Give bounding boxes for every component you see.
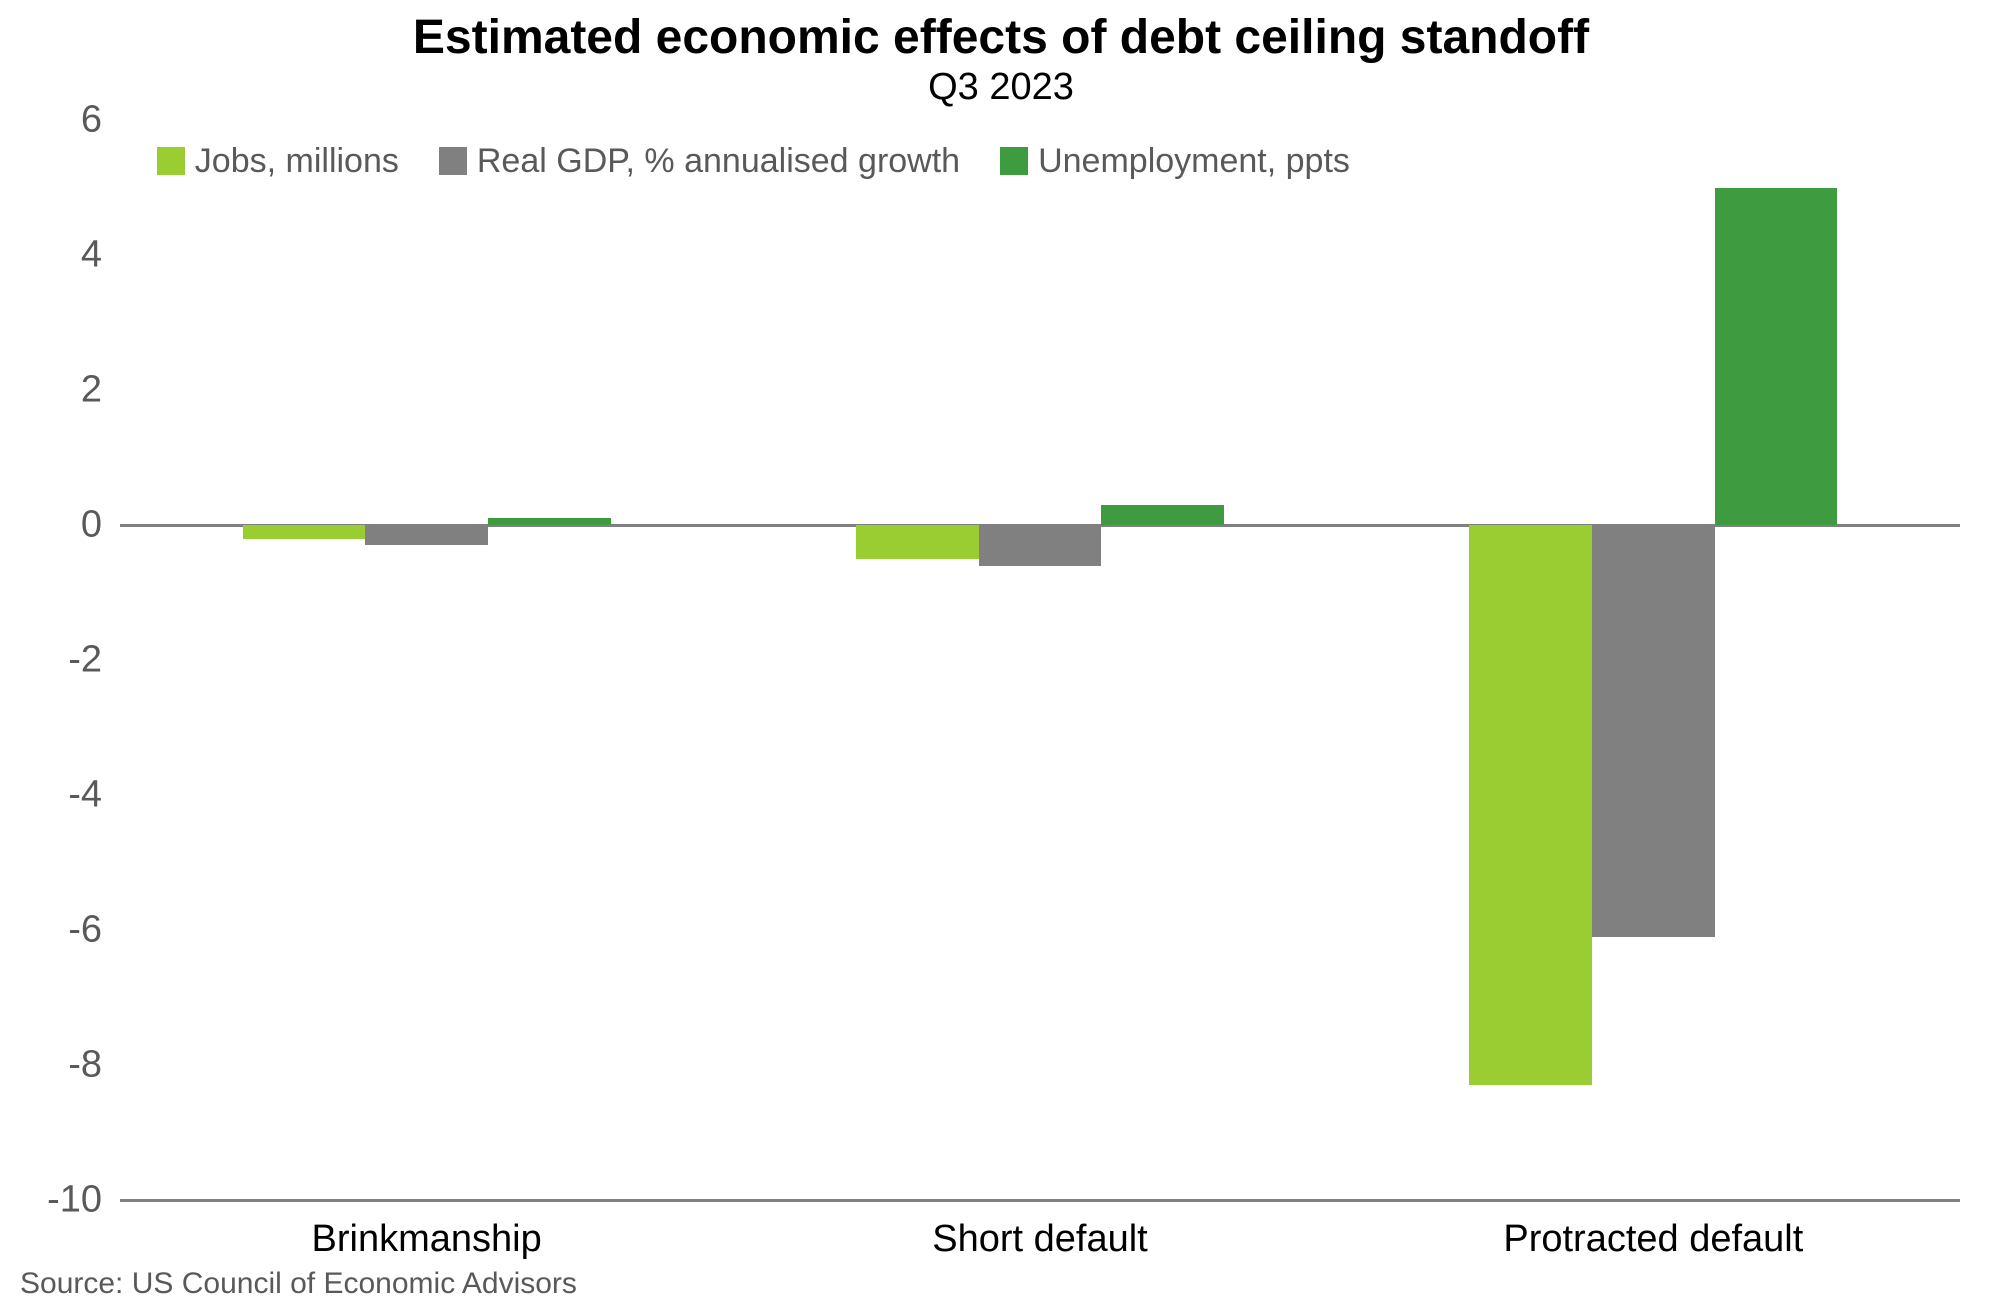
bar: [1715, 188, 1838, 526]
chart-container: Estimated economic effects of debt ceili…: [0, 0, 2002, 1309]
bar: [1469, 525, 1592, 1085]
category-label: Short default: [932, 1218, 1147, 1261]
y-tick-label: 2: [81, 369, 120, 412]
legend-label: Unemployment, ppts: [1038, 142, 1350, 181]
y-tick-label: -8: [68, 1044, 120, 1087]
bar: [488, 518, 611, 525]
y-tick-label: 6: [81, 99, 120, 142]
bar: [979, 525, 1102, 566]
legend-label: Real GDP, % annualised growth: [477, 142, 960, 181]
bar: [1101, 505, 1224, 525]
bar: [856, 525, 979, 559]
y-tick-label: -2: [68, 639, 120, 682]
chart-title: Estimated economic effects of debt ceili…: [0, 10, 2002, 65]
category-label: Protracted default: [1503, 1218, 1803, 1261]
category-label: Brinkmanship: [312, 1218, 542, 1261]
y-tick-label: -6: [68, 909, 120, 952]
legend: Jobs, millions Real GDP, % annualised gro…: [157, 142, 1350, 181]
bar: [365, 525, 488, 545]
y-tick-label: 0: [81, 504, 120, 547]
y-tick-label: -10: [47, 1179, 120, 1222]
source-text: Source: US Council of Economic Advisors: [20, 1267, 577, 1301]
y-tick-label: 4: [81, 234, 120, 277]
legend-swatch: [439, 147, 467, 175]
chart-subtitle: Q3 2023: [0, 66, 2002, 109]
legend-label: Jobs, millions: [195, 142, 399, 181]
bar: [243, 525, 366, 539]
plot-area: 6420-2-4-6-8-10BrinkmanshipShort default…: [120, 120, 1960, 1200]
legend-swatch: [157, 147, 185, 175]
legend-item: Unemployment, ppts: [1000, 142, 1350, 181]
y-tick-label: -4: [68, 774, 120, 817]
x-axis-line: [120, 1199, 1960, 1202]
legend-item: Real GDP, % annualised growth: [439, 142, 960, 181]
bar: [1592, 525, 1715, 937]
legend-swatch: [1000, 147, 1028, 175]
legend-item: Jobs, millions: [157, 142, 399, 181]
